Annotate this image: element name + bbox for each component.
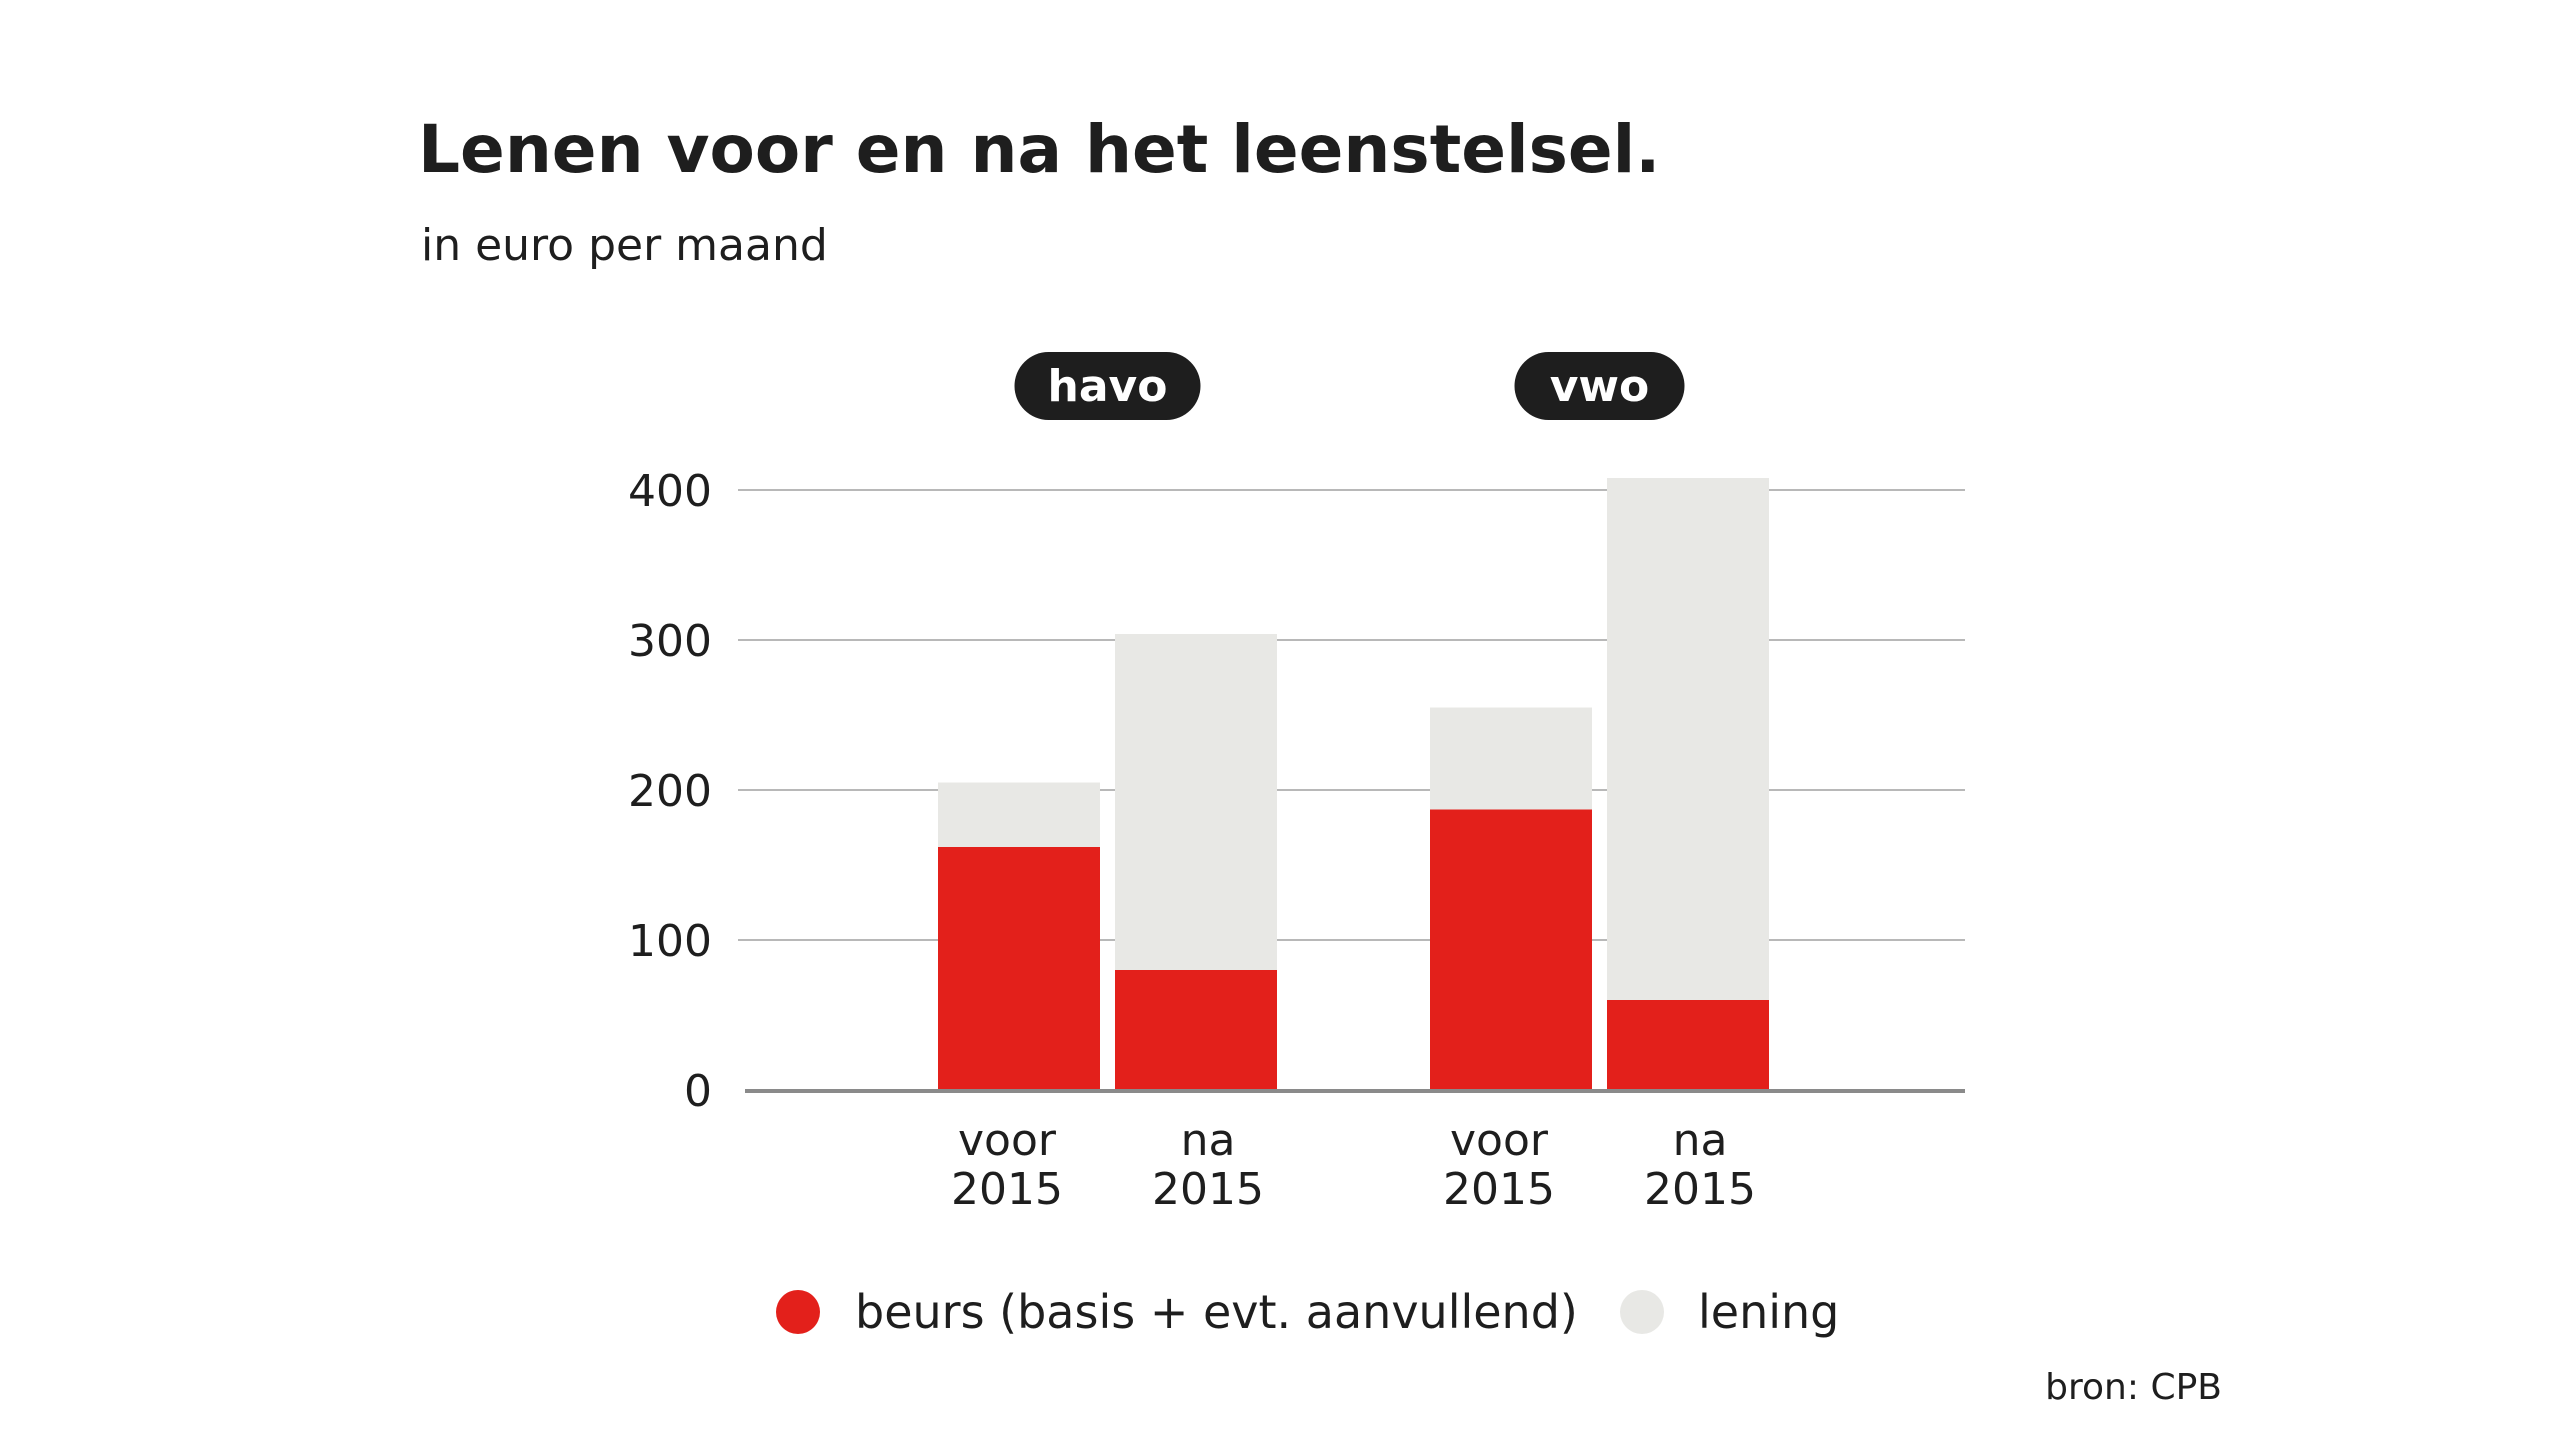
x-category-year: 2015 (1443, 1164, 1555, 1215)
legend-swatch-beurs (776, 1290, 820, 1334)
x-category-year: 2015 (1152, 1164, 1264, 1215)
bar-lening (1430, 707, 1592, 810)
gridlines (738, 489, 1965, 941)
chart-title: Lenen voor en na het leenstelsel. (418, 111, 1660, 188)
x-category-label: voor (1450, 1115, 1549, 1166)
y-tick-label: 300 (628, 616, 712, 667)
x-category-label: na (1673, 1115, 1728, 1166)
group-pill (1514, 352, 1685, 420)
bar-lening (1115, 634, 1277, 970)
x-category-year: 2015 (951, 1164, 1063, 1215)
x-category-label: na (1181, 1115, 1236, 1166)
x-category-year: 2015 (1644, 1164, 1756, 1215)
bars (938, 478, 1769, 1090)
source-note: bron: CPB (2045, 1367, 2222, 1408)
chart-subtitle: in euro per maand (421, 220, 828, 271)
group-labels: havo vwo (1014, 352, 1685, 420)
y-tick-label: 100 (628, 916, 712, 967)
group-pill (1014, 352, 1201, 420)
bar-beurs (938, 847, 1100, 1090)
legend: beurs (basis + evt. aanvullend) lening (776, 1285, 1839, 1339)
bar-beurs (1607, 1000, 1769, 1090)
legend-label-beurs: beurs (basis + evt. aanvullend) (855, 1285, 1578, 1339)
y-tick-label: 400 (628, 466, 712, 517)
x-category-label: voor (958, 1115, 1057, 1166)
group-label: havo (1048, 361, 1168, 412)
legend-swatch-lening (1620, 1290, 1664, 1334)
bar-beurs (1430, 809, 1592, 1090)
y-axis: 0 100 200 300 400 (628, 466, 712, 1117)
bar-beurs (1115, 970, 1277, 1090)
y-tick-label: 200 (628, 766, 712, 817)
bar-lening (938, 782, 1100, 847)
bar-lening (1607, 478, 1769, 1000)
legend-label-lening: lening (1698, 1285, 1839, 1339)
y-tick-label: 0 (684, 1066, 712, 1117)
group-label: vwo (1550, 361, 1650, 412)
